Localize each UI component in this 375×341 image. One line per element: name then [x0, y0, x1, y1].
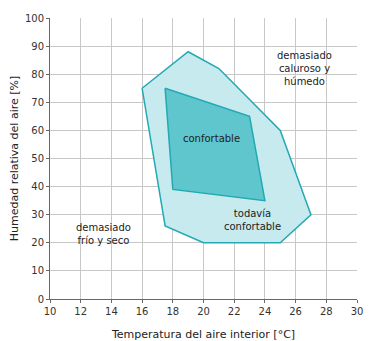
- svg-text:12: 12: [74, 306, 87, 317]
- svg-text:90: 90: [31, 41, 44, 52]
- svg-text:22: 22: [228, 306, 241, 317]
- svg-text:50: 50: [31, 153, 44, 164]
- svg-text:30: 30: [351, 306, 364, 317]
- svg-text:Temperatura del aire interior: Temperatura del aire interior [°C]: [111, 328, 295, 341]
- svg-text:0: 0: [38, 294, 44, 305]
- svg-text:100: 100: [25, 13, 44, 24]
- svg-text:26: 26: [289, 306, 302, 317]
- svg-text:30: 30: [31, 209, 44, 220]
- svg-text:20: 20: [31, 237, 44, 248]
- svg-text:60: 60: [31, 125, 44, 136]
- svg-text:10: 10: [31, 265, 44, 276]
- svg-text:40: 40: [31, 181, 44, 192]
- svg-text:confortable: confortable: [183, 133, 240, 144]
- svg-text:20: 20: [197, 306, 210, 317]
- svg-text:demasiadocaluroso yhúmedo: demasiadocaluroso yhúmedo: [277, 50, 332, 87]
- svg-text:18: 18: [166, 306, 179, 317]
- svg-text:24: 24: [259, 306, 272, 317]
- svg-text:Humedad relativa del aire [%]: Humedad relativa del aire [%]: [8, 76, 21, 242]
- svg-text:10: 10: [44, 306, 57, 317]
- svg-text:80: 80: [31, 69, 44, 80]
- svg-text:14: 14: [105, 306, 118, 317]
- svg-text:demasiadofrío y seco: demasiadofrío y seco: [76, 222, 131, 246]
- svg-text:16: 16: [136, 306, 149, 317]
- svg-text:todavíaconfortable: todavíaconfortable: [224, 208, 281, 232]
- svg-text:70: 70: [31, 97, 44, 108]
- svg-text:28: 28: [320, 306, 333, 317]
